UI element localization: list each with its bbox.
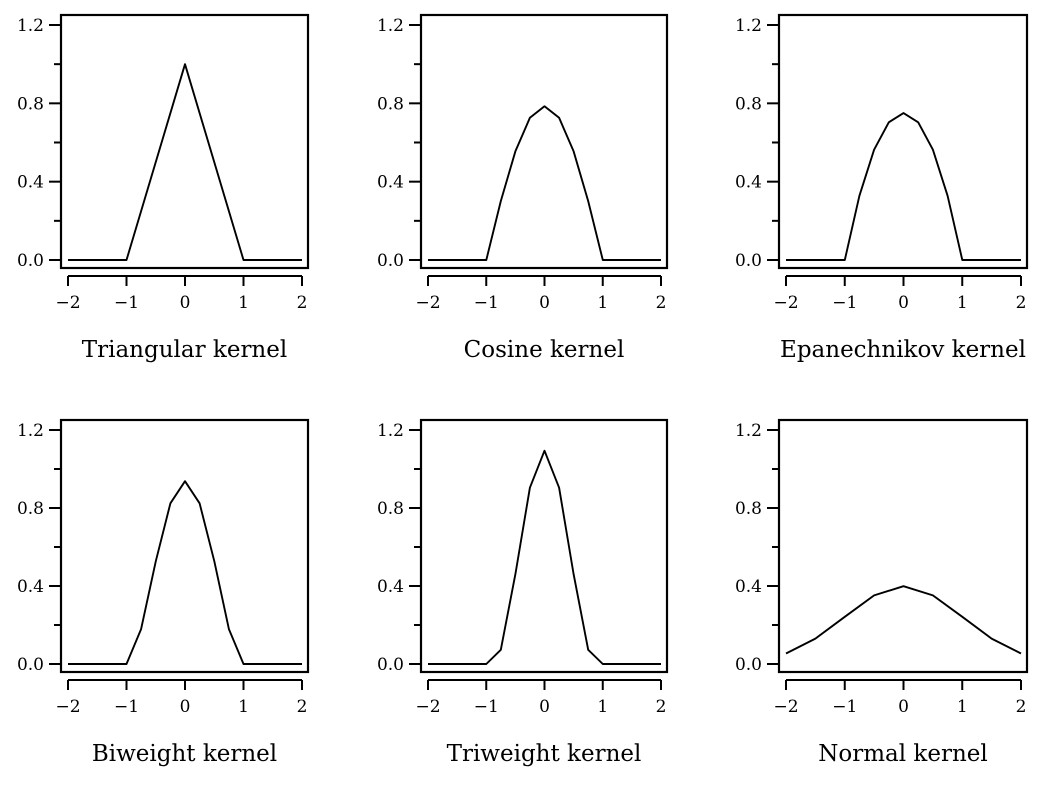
x-tick-label: 1	[957, 293, 968, 313]
x-tick-label: 2	[656, 697, 667, 717]
y-tick-label: 0.0	[377, 655, 404, 675]
plot-frame	[59, 418, 310, 674]
y-tick-label: 1.2	[735, 421, 762, 441]
y-tick-label: 0.4	[735, 577, 762, 597]
x-tick-label: −2	[773, 697, 798, 717]
y-tick-label: 0.0	[735, 251, 762, 271]
plot-frame	[777, 418, 1029, 674]
y-tick-label: 1.2	[377, 16, 404, 36]
x-tick-label: 1	[238, 697, 249, 717]
y-tick-label: 0.0	[735, 655, 762, 675]
x-tick-label: 1	[597, 293, 608, 313]
plot-frame	[419, 13, 669, 270]
x-tick-label: −1	[114, 697, 139, 717]
y-tick-label: 0.8	[377, 94, 404, 114]
y-tick-label: 0.8	[17, 499, 44, 519]
x-tick-label: 0	[898, 293, 909, 313]
x-tick-label: 1	[238, 293, 249, 313]
y-tick-label: 0.8	[17, 94, 44, 114]
x-tick-label: 2	[1016, 697, 1027, 717]
y-tick-label: 0.8	[735, 499, 762, 519]
y-tick-label: 0.0	[377, 251, 404, 271]
y-tick-label: 1.2	[377, 421, 404, 441]
x-tick-label: −1	[474, 293, 499, 313]
panel-4: 0.0 0.4 0.8 1.2 −2 −1 0 1 2 Biweight kernel	[17, 418, 310, 767]
x-tick-label: 1	[597, 697, 608, 717]
x-tick-label: 0	[898, 697, 909, 717]
y-tick-label: 0.0	[17, 251, 44, 271]
x-tick-label: −2	[55, 293, 80, 313]
y-tick-label: 1.2	[735, 16, 762, 36]
x-tick-label: −2	[55, 697, 80, 717]
x-tick-label: 0	[539, 697, 550, 717]
x-tick-label: 0	[180, 293, 191, 313]
x-tick-label: −1	[832, 293, 857, 313]
kernel-curve	[785, 585, 1022, 655]
kernel-curve	[786, 112, 1021, 261]
y-tick-label: 0.8	[735, 94, 762, 114]
plot-frame	[777, 13, 1029, 270]
x-tick-label: 2	[656, 293, 667, 313]
y-tick-label: 1.2	[17, 421, 44, 441]
y-tick-label: 0.4	[377, 173, 404, 193]
x-tick-label: −1	[474, 697, 499, 717]
x-tick-label: 1	[957, 697, 968, 717]
y-tick-label: 0.4	[377, 577, 404, 597]
kernel-curve	[428, 449, 661, 665]
panel-5: 0.0 0.4 0.8 1.2 −2 −1 0 1 2 Triweight kernel	[377, 418, 669, 767]
panel-title: Biweight kernel	[92, 741, 277, 767]
panel-title: Epanechnikov kernel	[780, 337, 1026, 363]
x-tick-label: 0	[539, 293, 550, 313]
x-tick-label: −2	[415, 293, 440, 313]
y-tick-label: 0.4	[17, 173, 44, 193]
panel-title: Cosine kernel	[464, 337, 625, 363]
x-tick-label: 0	[180, 697, 191, 717]
x-tick-label: −2	[773, 293, 798, 313]
kernel-curve	[428, 105, 661, 261]
kernel-curve	[68, 63, 302, 261]
panel-title: Triweight kernel	[447, 741, 642, 767]
y-tick-label: 0.8	[377, 499, 404, 519]
panel-title: Normal kernel	[818, 741, 987, 767]
panel-title: Triangular kernel	[82, 337, 287, 363]
x-tick-label: −1	[114, 293, 139, 313]
x-tick-label: −1	[832, 697, 857, 717]
kernel-curve	[68, 480, 302, 665]
y-tick-label: 1.2	[17, 16, 44, 36]
y-tick-label: 0.4	[735, 173, 762, 193]
panel-6: 0.0 0.4 0.8 1.2 −2 −1 0 1 2 Normal kernel	[735, 418, 1029, 767]
y-tick-label: 0.0	[17, 655, 44, 675]
plot-frame	[419, 418, 669, 674]
panel-2: 0.0 0.4 0.8 1.2 −2 −1 0 1 2 Cosine kernel	[377, 13, 669, 363]
panel-3: 0.0 0.4 0.8 1.2 −2 −1 0 1 2 Epanechnikov kernel	[735, 13, 1029, 363]
x-tick-label: 2	[1016, 293, 1027, 313]
panel-1: 0.0 0.4 0.8 1.2 −2 −1 0 1 2 Triangular kernel	[17, 13, 310, 363]
y-tick-label: 0.4	[17, 577, 44, 597]
x-tick-label: −2	[415, 697, 440, 717]
x-tick-label: 2	[297, 293, 308, 313]
x-tick-label: 2	[297, 697, 308, 717]
plot-frame	[59, 13, 310, 270]
